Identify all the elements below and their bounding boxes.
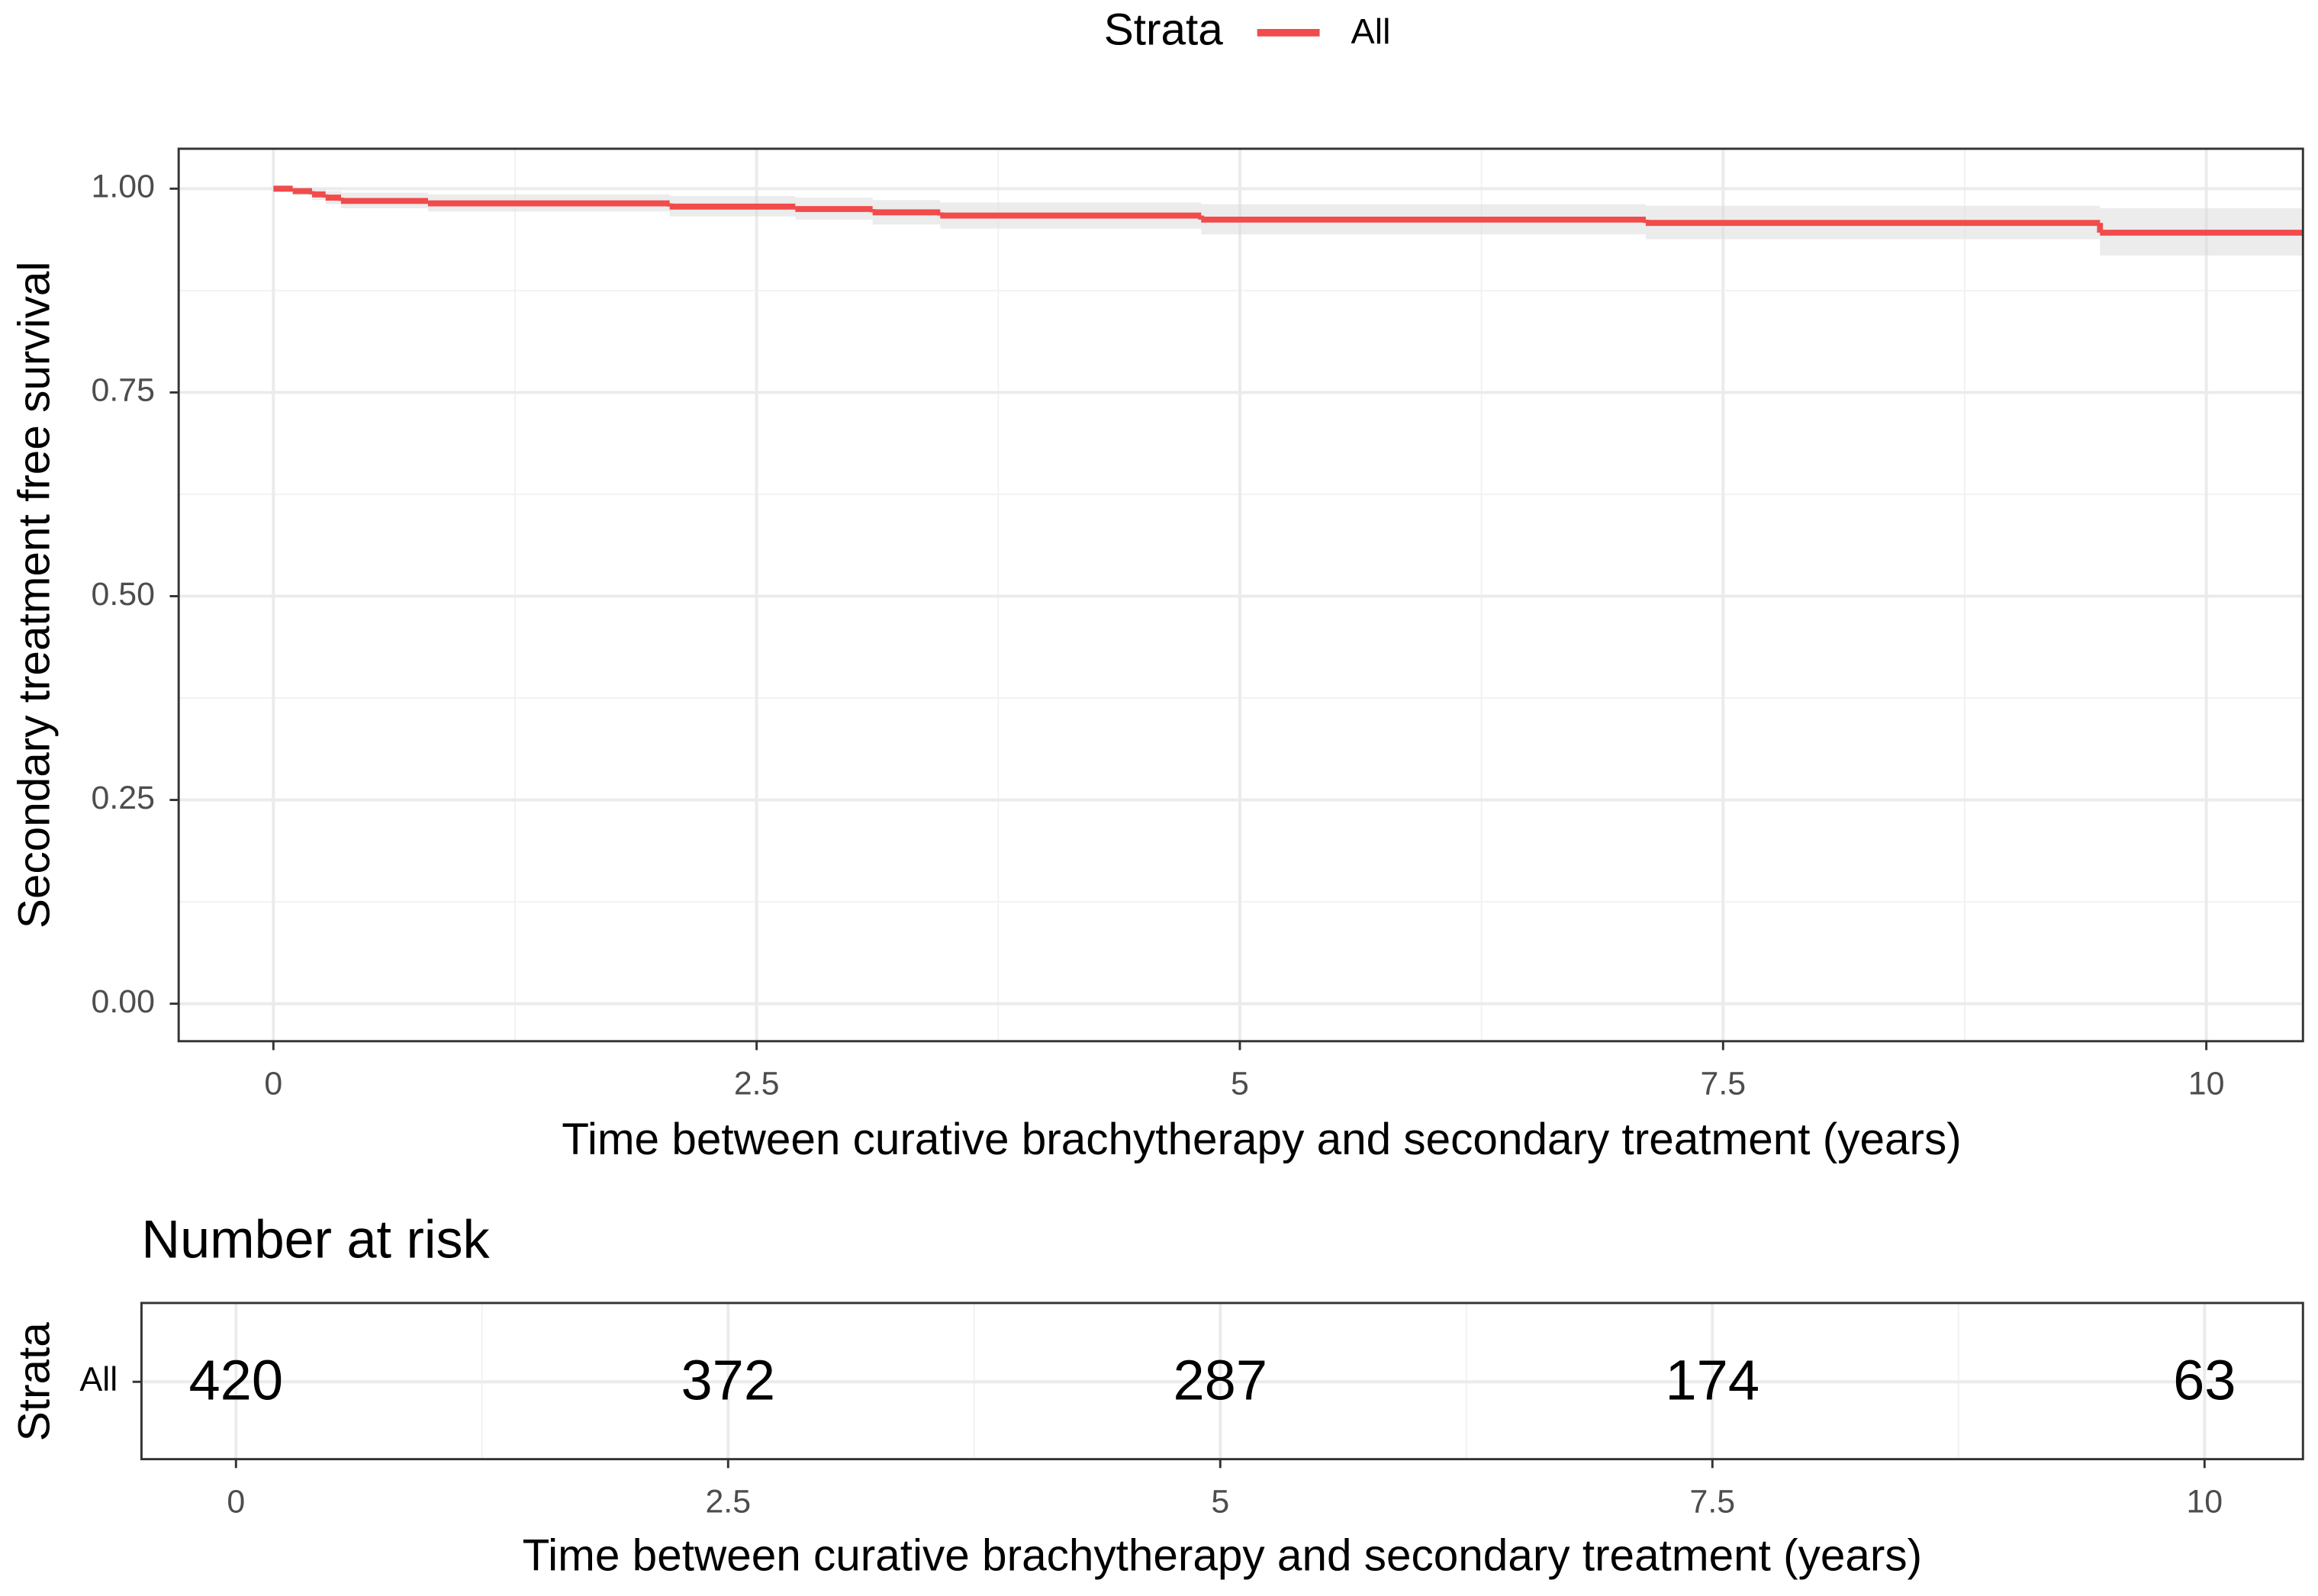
y-axis-title: Strata	[9, 1322, 59, 1442]
risk-count: 287	[1173, 1349, 1267, 1412]
x-tick-label: 5	[1231, 1066, 1249, 1102]
y-axis-title: Secondary treatment free survival	[9, 262, 59, 928]
y-tick-label: 0.75	[92, 372, 155, 409]
row-label: All	[79, 1359, 118, 1398]
x-tick-label: 10	[2188, 1066, 2225, 1102]
x-tick-label: 7.5	[1689, 1483, 1735, 1520]
legend-title: Strata	[1104, 5, 1224, 54]
risk-count: 174	[1665, 1349, 1759, 1412]
legend-label: All	[1351, 11, 1391, 51]
risk-count: 372	[681, 1349, 775, 1412]
x-tick-label: 0	[264, 1066, 282, 1102]
y-tick-label: 1.00	[92, 169, 155, 205]
y-tick-label: 0.50	[92, 576, 155, 613]
x-tick-label: 10	[2186, 1483, 2223, 1520]
plot-border	[177, 147, 2304, 1043]
x-axis-title: Time between curative brachytherapy and …	[562, 1115, 1961, 1164]
risk-count: 420	[188, 1349, 283, 1412]
x-tick-label: 2.5	[734, 1066, 780, 1102]
x-tick-label: 0	[227, 1483, 245, 1520]
x-tick-label: 5	[1211, 1483, 1229, 1520]
x-tick-label: 7.5	[1700, 1066, 1746, 1102]
risk-count: 63	[2173, 1349, 2236, 1412]
x-tick-label: 2.5	[705, 1483, 751, 1520]
table-title: Number at risk	[141, 1208, 490, 1269]
y-tick-label: 0.25	[92, 780, 155, 816]
y-tick-label: 0.00	[92, 983, 155, 1020]
x-axis-title: Time between curative brachytherapy and …	[523, 1531, 1922, 1581]
